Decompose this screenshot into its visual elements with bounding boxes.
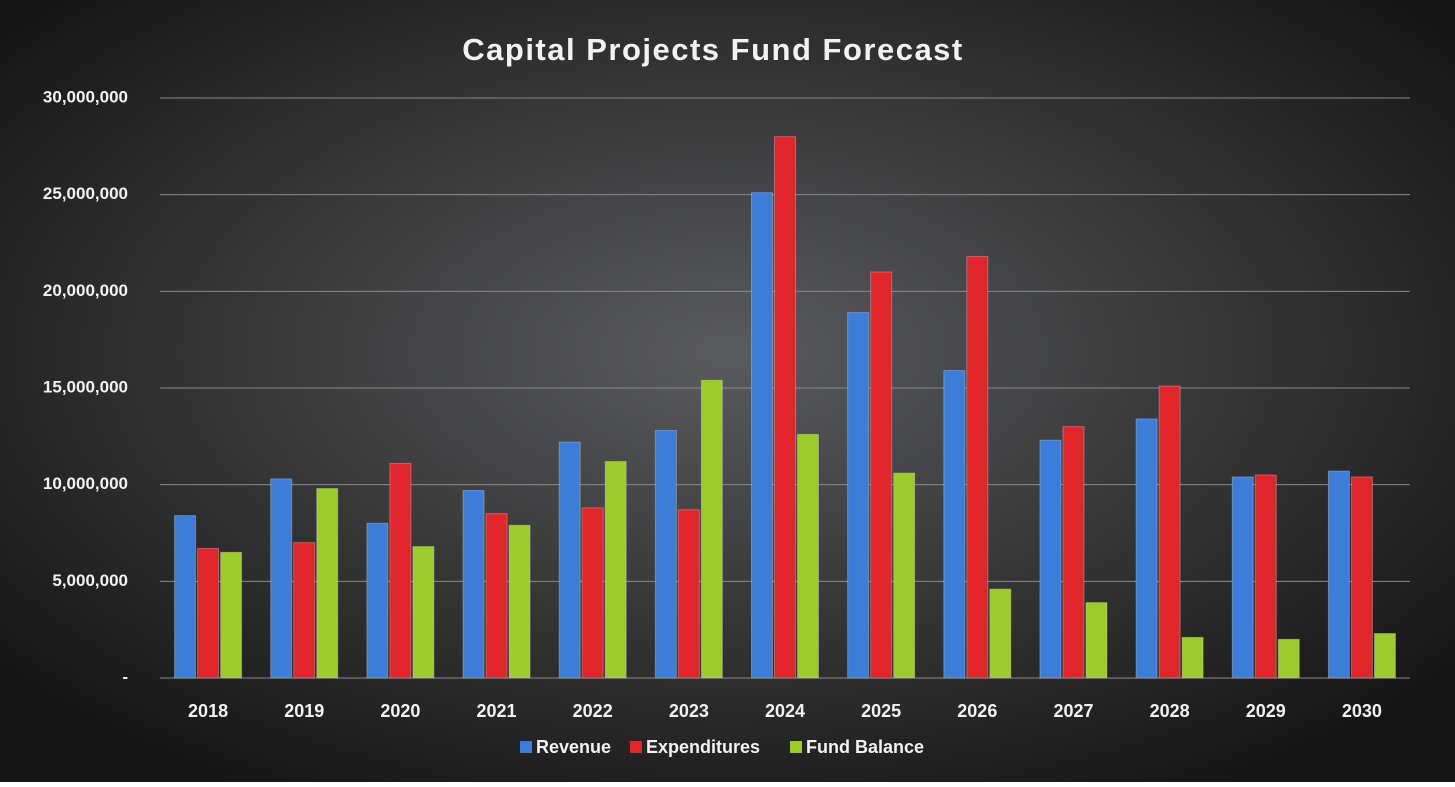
x-tick-label: 2030 (1342, 701, 1382, 721)
legend-swatch (790, 741, 802, 753)
x-tick-label: 2019 (284, 701, 324, 721)
y-tick-label: 25,000,000 (43, 184, 128, 203)
bar (581, 507, 604, 679)
bar (1181, 636, 1204, 679)
bar (893, 472, 916, 679)
bar (989, 588, 1012, 679)
bar (1327, 470, 1350, 679)
bar (293, 542, 316, 679)
legend-swatch (520, 741, 532, 753)
bar (485, 513, 508, 679)
bar (508, 524, 531, 679)
bar (197, 547, 220, 679)
bar (870, 271, 893, 679)
bar (1254, 474, 1277, 679)
bar (797, 433, 819, 679)
chart-title: Capital Projects Fund Forecast (462, 32, 964, 67)
bar (943, 370, 966, 679)
x-tick-label: 2023 (669, 701, 709, 721)
bar (1277, 638, 1300, 679)
legend-label: Expenditures (646, 737, 760, 757)
bar (751, 192, 773, 679)
bar (558, 441, 581, 679)
bar (700, 379, 723, 679)
x-tick-label: 2020 (380, 701, 420, 721)
x-tick-label: 2026 (957, 701, 997, 721)
bar (462, 489, 485, 679)
bar (270, 478, 293, 679)
y-tick-label: 15,000,000 (43, 377, 128, 396)
legend-label: Revenue (536, 737, 611, 757)
bar (1135, 418, 1158, 679)
bar (1350, 476, 1373, 679)
x-tick-label: 2025 (861, 701, 901, 721)
bar (1085, 602, 1108, 679)
bar (220, 551, 243, 679)
bar (174, 515, 197, 679)
bar (412, 546, 435, 679)
bar (966, 256, 989, 679)
y-tick-label: 5,000,000 (52, 571, 128, 590)
x-tick-label: 2028 (1150, 701, 1190, 721)
bar (654, 430, 677, 679)
bar (1231, 476, 1254, 679)
x-tick-label: 2027 (1053, 701, 1093, 721)
bar (1062, 426, 1085, 679)
x-tick-label: 2024 (765, 701, 805, 721)
bar (389, 462, 412, 679)
bar (1158, 385, 1181, 679)
bar (316, 488, 339, 679)
legend-label: Fund Balance (806, 737, 924, 757)
bar (604, 460, 627, 679)
x-tick-label: 2021 (477, 701, 517, 721)
bar (366, 522, 389, 679)
x-tick-label: 2029 (1246, 701, 1286, 721)
bar (847, 312, 870, 679)
x-tick-label: 2018 (188, 701, 228, 721)
bar (1039, 439, 1062, 679)
y-tick-label: 10,000,000 (43, 474, 128, 493)
y-tick-label: - (122, 667, 128, 686)
x-tick-label: 2022 (573, 701, 613, 721)
legend-swatch (630, 741, 642, 753)
bar (677, 509, 700, 679)
bar (1373, 633, 1396, 679)
y-tick-label: 20,000,000 (43, 281, 128, 300)
y-tick-label: 30,000,000 (43, 87, 128, 106)
bar (774, 136, 796, 679)
